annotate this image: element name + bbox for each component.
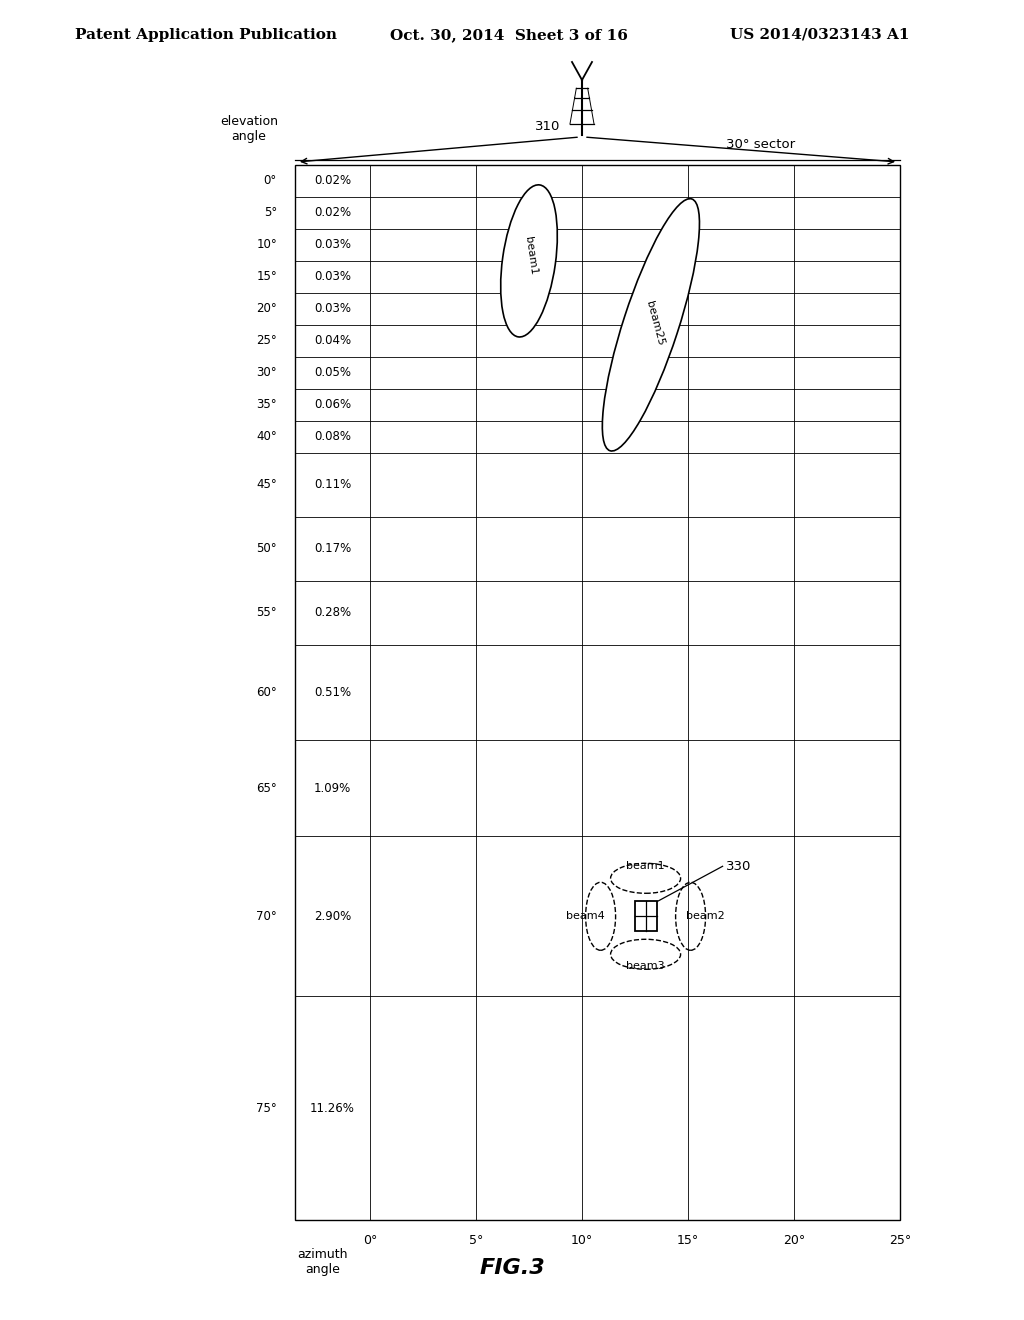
Text: 15°: 15° [677,1234,699,1247]
Text: 11.26%: 11.26% [310,1102,355,1114]
Text: elevation
angle: elevation angle [220,115,278,143]
Text: 0.02%: 0.02% [314,174,351,187]
Text: 2.90%: 2.90% [314,909,351,923]
Text: 0.03%: 0.03% [314,271,351,284]
Text: 35°: 35° [256,399,278,412]
Text: beam1: beam1 [627,861,665,871]
Text: 0.28%: 0.28% [314,606,351,619]
Text: 0.08%: 0.08% [314,430,351,444]
Bar [295,165,900,1220]
Text: 40°: 40° [256,430,278,444]
Text: 65°: 65° [256,781,278,795]
Text: 30°: 30° [256,367,278,379]
Text: 75°: 75° [256,1102,278,1114]
Text: beam2: beam2 [686,911,725,921]
Text: 20°: 20° [783,1234,805,1247]
Text: 1.09%: 1.09% [314,781,351,795]
Text: 30° sector: 30° sector [726,139,796,152]
Text: 0.05%: 0.05% [314,367,351,379]
Text: 0.06%: 0.06% [314,399,351,412]
Text: FIG.3: FIG.3 [479,1258,545,1278]
Text: 45°: 45° [256,478,278,491]
Text: Patent Application Publication: Patent Application Publication [75,28,337,42]
Text: beam4: beam4 [566,911,605,921]
Text: 0°: 0° [362,1234,377,1247]
Text: 15°: 15° [256,271,278,284]
Text: US 2014/0323143 A1: US 2014/0323143 A1 [730,28,909,42]
Text: beam3: beam3 [627,961,665,972]
Text: 5°: 5° [264,206,278,219]
Text: 50°: 50° [256,543,278,556]
Text: 10°: 10° [570,1234,593,1247]
Text: 25°: 25° [256,334,278,347]
Text: 0.17%: 0.17% [314,543,351,556]
Bar [635,902,656,932]
Text: 0°: 0° [264,174,278,187]
Text: 0.03%: 0.03% [314,302,351,315]
Text: 0.02%: 0.02% [314,206,351,219]
Text: 0.11%: 0.11% [314,478,351,491]
Text: 330: 330 [726,859,751,873]
Text: beam1: beam1 [523,236,539,276]
Text: Oct. 30, 2014  Sheet 3 of 16: Oct. 30, 2014 Sheet 3 of 16 [390,28,628,42]
Text: 10°: 10° [256,239,278,251]
Text: 25°: 25° [889,1234,911,1247]
Text: 20°: 20° [256,302,278,315]
Text: 55°: 55° [256,606,278,619]
Ellipse shape [501,185,557,337]
Text: 5°: 5° [469,1234,483,1247]
Text: 310: 310 [535,120,560,133]
Text: beam25: beam25 [644,300,666,346]
Text: azimuth
angle: azimuth angle [297,1247,348,1276]
Text: 70°: 70° [256,909,278,923]
Ellipse shape [602,199,699,451]
Text: 0.03%: 0.03% [314,239,351,251]
Text: 0.04%: 0.04% [314,334,351,347]
Text: 0.51%: 0.51% [314,686,351,700]
Text: 60°: 60° [256,686,278,700]
